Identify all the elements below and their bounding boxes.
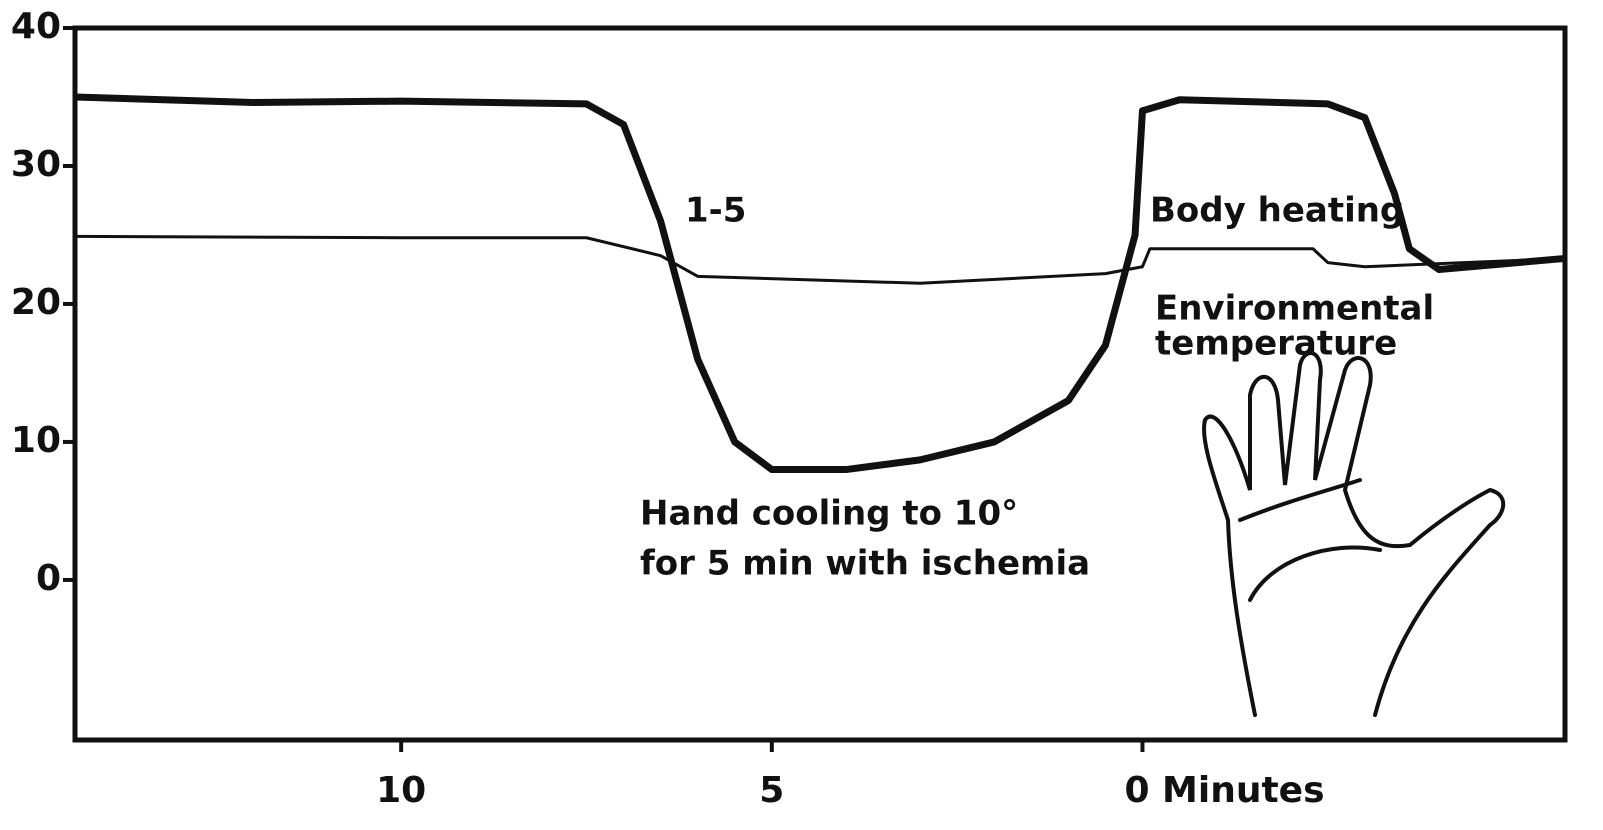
annotation: temperature <box>1155 324 1397 364</box>
hand-sketch <box>1204 353 1503 715</box>
x-tick-label: 10 <box>376 770 426 811</box>
line-series <box>75 97 1565 470</box>
annotation: for 5 min with ischemia <box>640 544 1090 584</box>
y-tick-label: 20 <box>11 282 61 323</box>
annotation: Body heating <box>1150 191 1404 231</box>
x-tick-label: 0 Minutes <box>1124 770 1324 811</box>
y-tick-label: 10 <box>11 420 61 461</box>
y-tick-label: 30 <box>11 144 61 185</box>
annotation: Environmental <box>1155 289 1434 329</box>
y-tick-label: 0 <box>36 558 61 599</box>
line-series <box>75 236 1565 283</box>
series-label: 1-5 <box>685 191 746 231</box>
y-tick-label: 40 <box>11 6 61 47</box>
annotation: Hand cooling to 10° <box>640 494 1018 534</box>
chart: 0 10 20 30 40 10 5 0 Minutes 1-5 Body heating Envi… <box>0 0 1603 830</box>
page: {"chart_data": {"type": "line", "x_axis_… <box>0 0 1603 830</box>
x-tick-label: 5 <box>759 770 784 811</box>
